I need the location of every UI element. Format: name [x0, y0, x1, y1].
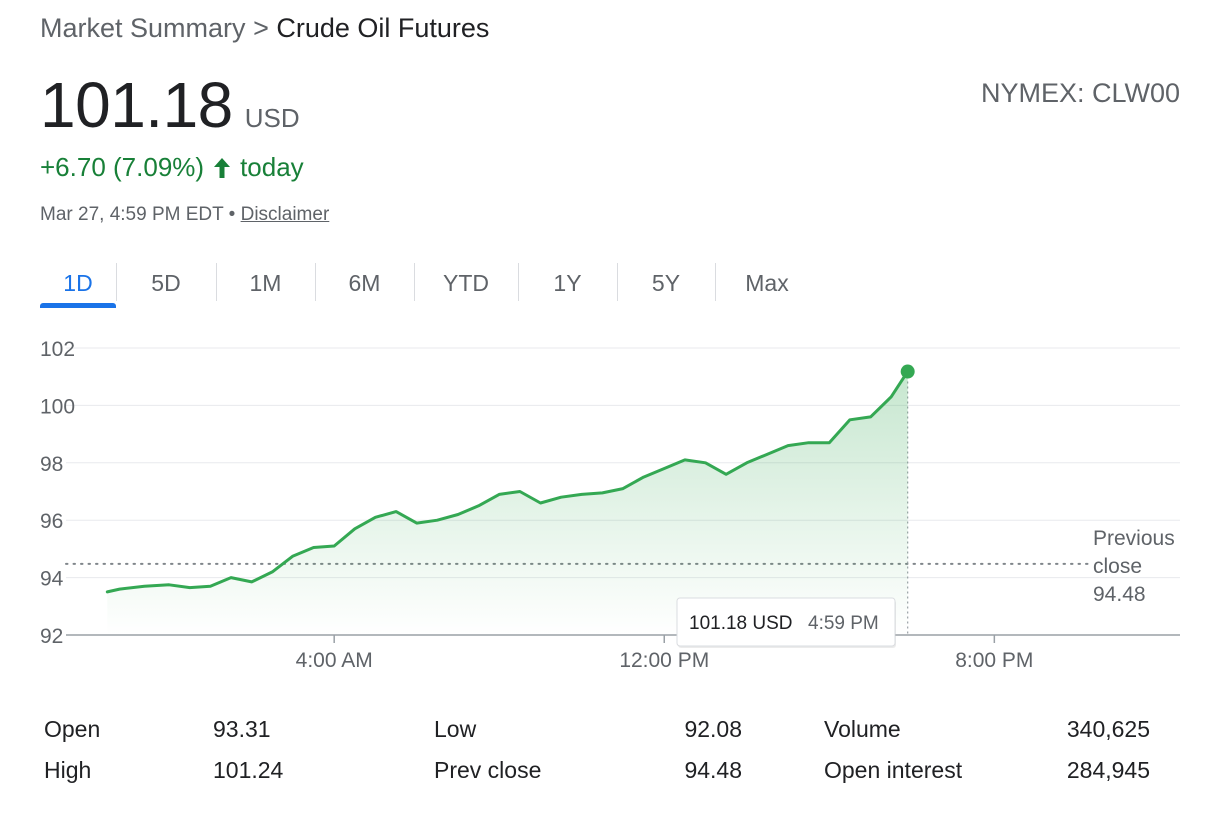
tab-label: Max: [745, 269, 789, 296]
stat-label-open-interest: Open interest: [824, 757, 963, 783]
stat-label-high: High: [44, 757, 92, 783]
tab-label: 1D: [63, 269, 93, 296]
tab-label: 6M: [348, 269, 381, 296]
tab-1d[interactable]: 1D: [40, 258, 116, 308]
stat-label-prev-close: Prev close: [434, 757, 542, 783]
tab-1y[interactable]: 1Y: [518, 258, 617, 308]
price-currency: USD: [244, 103, 300, 133]
breadcrumb-separator: >: [253, 13, 269, 43]
previous-close-label: Previous: [1093, 527, 1175, 550]
tab-max[interactable]: Max: [715, 258, 819, 308]
disclaimer-link[interactable]: Disclaimer: [240, 204, 330, 225]
tab-5y[interactable]: 5Y: [617, 258, 715, 308]
breadcrumb-current: Crude Oil Futures: [276, 13, 490, 43]
y-tick-label: 92: [40, 625, 63, 648]
breadcrumb: Market Summary > Crude Oil Futures: [40, 13, 489, 44]
price-change-value: +6.70 (7.09%): [40, 152, 205, 182]
tooltip-box: [676, 597, 896, 647]
stat-label-open: Open: [44, 716, 101, 742]
y-tick-label: 100: [40, 395, 75, 418]
stat-value-open-interest: 284,945: [1066, 757, 1150, 783]
previous-close-label: 94.48: [1093, 583, 1146, 606]
y-tick-label: 94: [40, 568, 64, 591]
tab-ytd[interactable]: YTD: [414, 258, 518, 308]
tooltip-value: 101.18 USD: [689, 613, 793, 634]
y-tick-label: 102: [40, 338, 75, 361]
arrow-up-icon: [214, 157, 231, 178]
x-tick-label: 4:00 AM: [296, 649, 373, 672]
y-tick-label: 96: [40, 510, 63, 533]
stat-value-open: 93.31: [213, 716, 271, 742]
tab-label: YTD: [443, 269, 489, 296]
series-area: [107, 371, 908, 635]
stat-label-volume: Volume: [824, 716, 901, 742]
tab-label: 1Y: [553, 269, 582, 296]
exchange-symbol: NYMEX: CLW00: [980, 78, 1180, 108]
y-tick-label: 98: [40, 453, 63, 476]
price-change: +6.70 (7.09%) today: [40, 152, 304, 183]
stat-value-prev-close: 94.48: [684, 757, 742, 783]
range-tabs: 1D 5D 1M 6M YTD 1Y 5Y Max: [40, 258, 819, 308]
stat-value-high: 101.24: [213, 757, 284, 783]
tab-5d[interactable]: 5D: [116, 258, 216, 308]
stat-value-low: 92.08: [684, 716, 742, 742]
x-tick-label: 12:00 PM: [619, 649, 709, 672]
breadcrumb-parent-link[interactable]: Market Summary: [40, 13, 246, 43]
quote-timestamp: Mar 27, 4:59 PM EDT: [40, 204, 224, 225]
price-chart[interactable]: 92 94 96 98 100 102 4:00 AM 12:00 PM 8:00 PM Pre…: [0, 330, 1212, 690]
price-change-suffix: today: [240, 152, 304, 182]
current-value-dot: [900, 364, 915, 379]
tooltip-time: 4:59 PM: [808, 613, 879, 634]
x-tick-label: 8:00 PM: [955, 649, 1033, 672]
series-line: [105, 370, 910, 594]
tab-label: 5Y: [651, 269, 681, 296]
price-row: 101.18 USD: [40, 68, 300, 142]
stat-value-volume: 340,625: [1066, 716, 1150, 742]
stat-label-low: Low: [434, 716, 477, 742]
tab-label: 1M: [249, 269, 282, 296]
quote-timestamp-row: Mar 27, 4:59 PM EDT • Disclaimer: [40, 204, 329, 226]
current-price: 101.18: [40, 69, 233, 141]
tab-1m[interactable]: 1M: [216, 258, 315, 308]
timestamp-separator: •: [228, 204, 236, 225]
previous-close-label: close: [1093, 555, 1142, 578]
tab-label: 5D: [151, 269, 181, 296]
tab-6m[interactable]: 6M: [315, 258, 414, 308]
